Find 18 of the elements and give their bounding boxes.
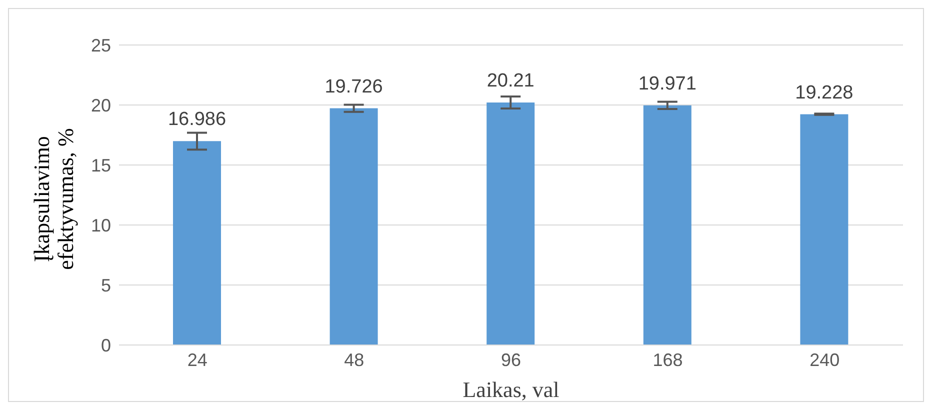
x-tick-label: 240 [810,350,840,370]
y-tick-label: 10 [90,215,111,236]
data-label: 16.986 [168,109,226,130]
x-tick-label: 24 [187,350,208,370]
data-label: 19.228 [795,82,854,104]
x-tick-label: 96 [500,350,522,370]
data-label: 19.726 [324,76,383,98]
y-tick-label: 15 [90,155,111,176]
y-tick-label: 25 [90,35,111,56]
y-axis-title: Įkapsuliavimo efektyvumas, % [29,128,78,270]
x-axis-title: Laikas, val [462,377,560,402]
y-tick-label: 5 [100,275,111,296]
y-tick-label: 20 [90,95,111,116]
x-tick-label: 168 [652,350,683,370]
y-tick-label: 0 [100,335,111,356]
x-tick-label: 48 [344,350,364,370]
data-label: 19.971 [638,73,696,94]
data-label: 20.21 [486,70,534,92]
